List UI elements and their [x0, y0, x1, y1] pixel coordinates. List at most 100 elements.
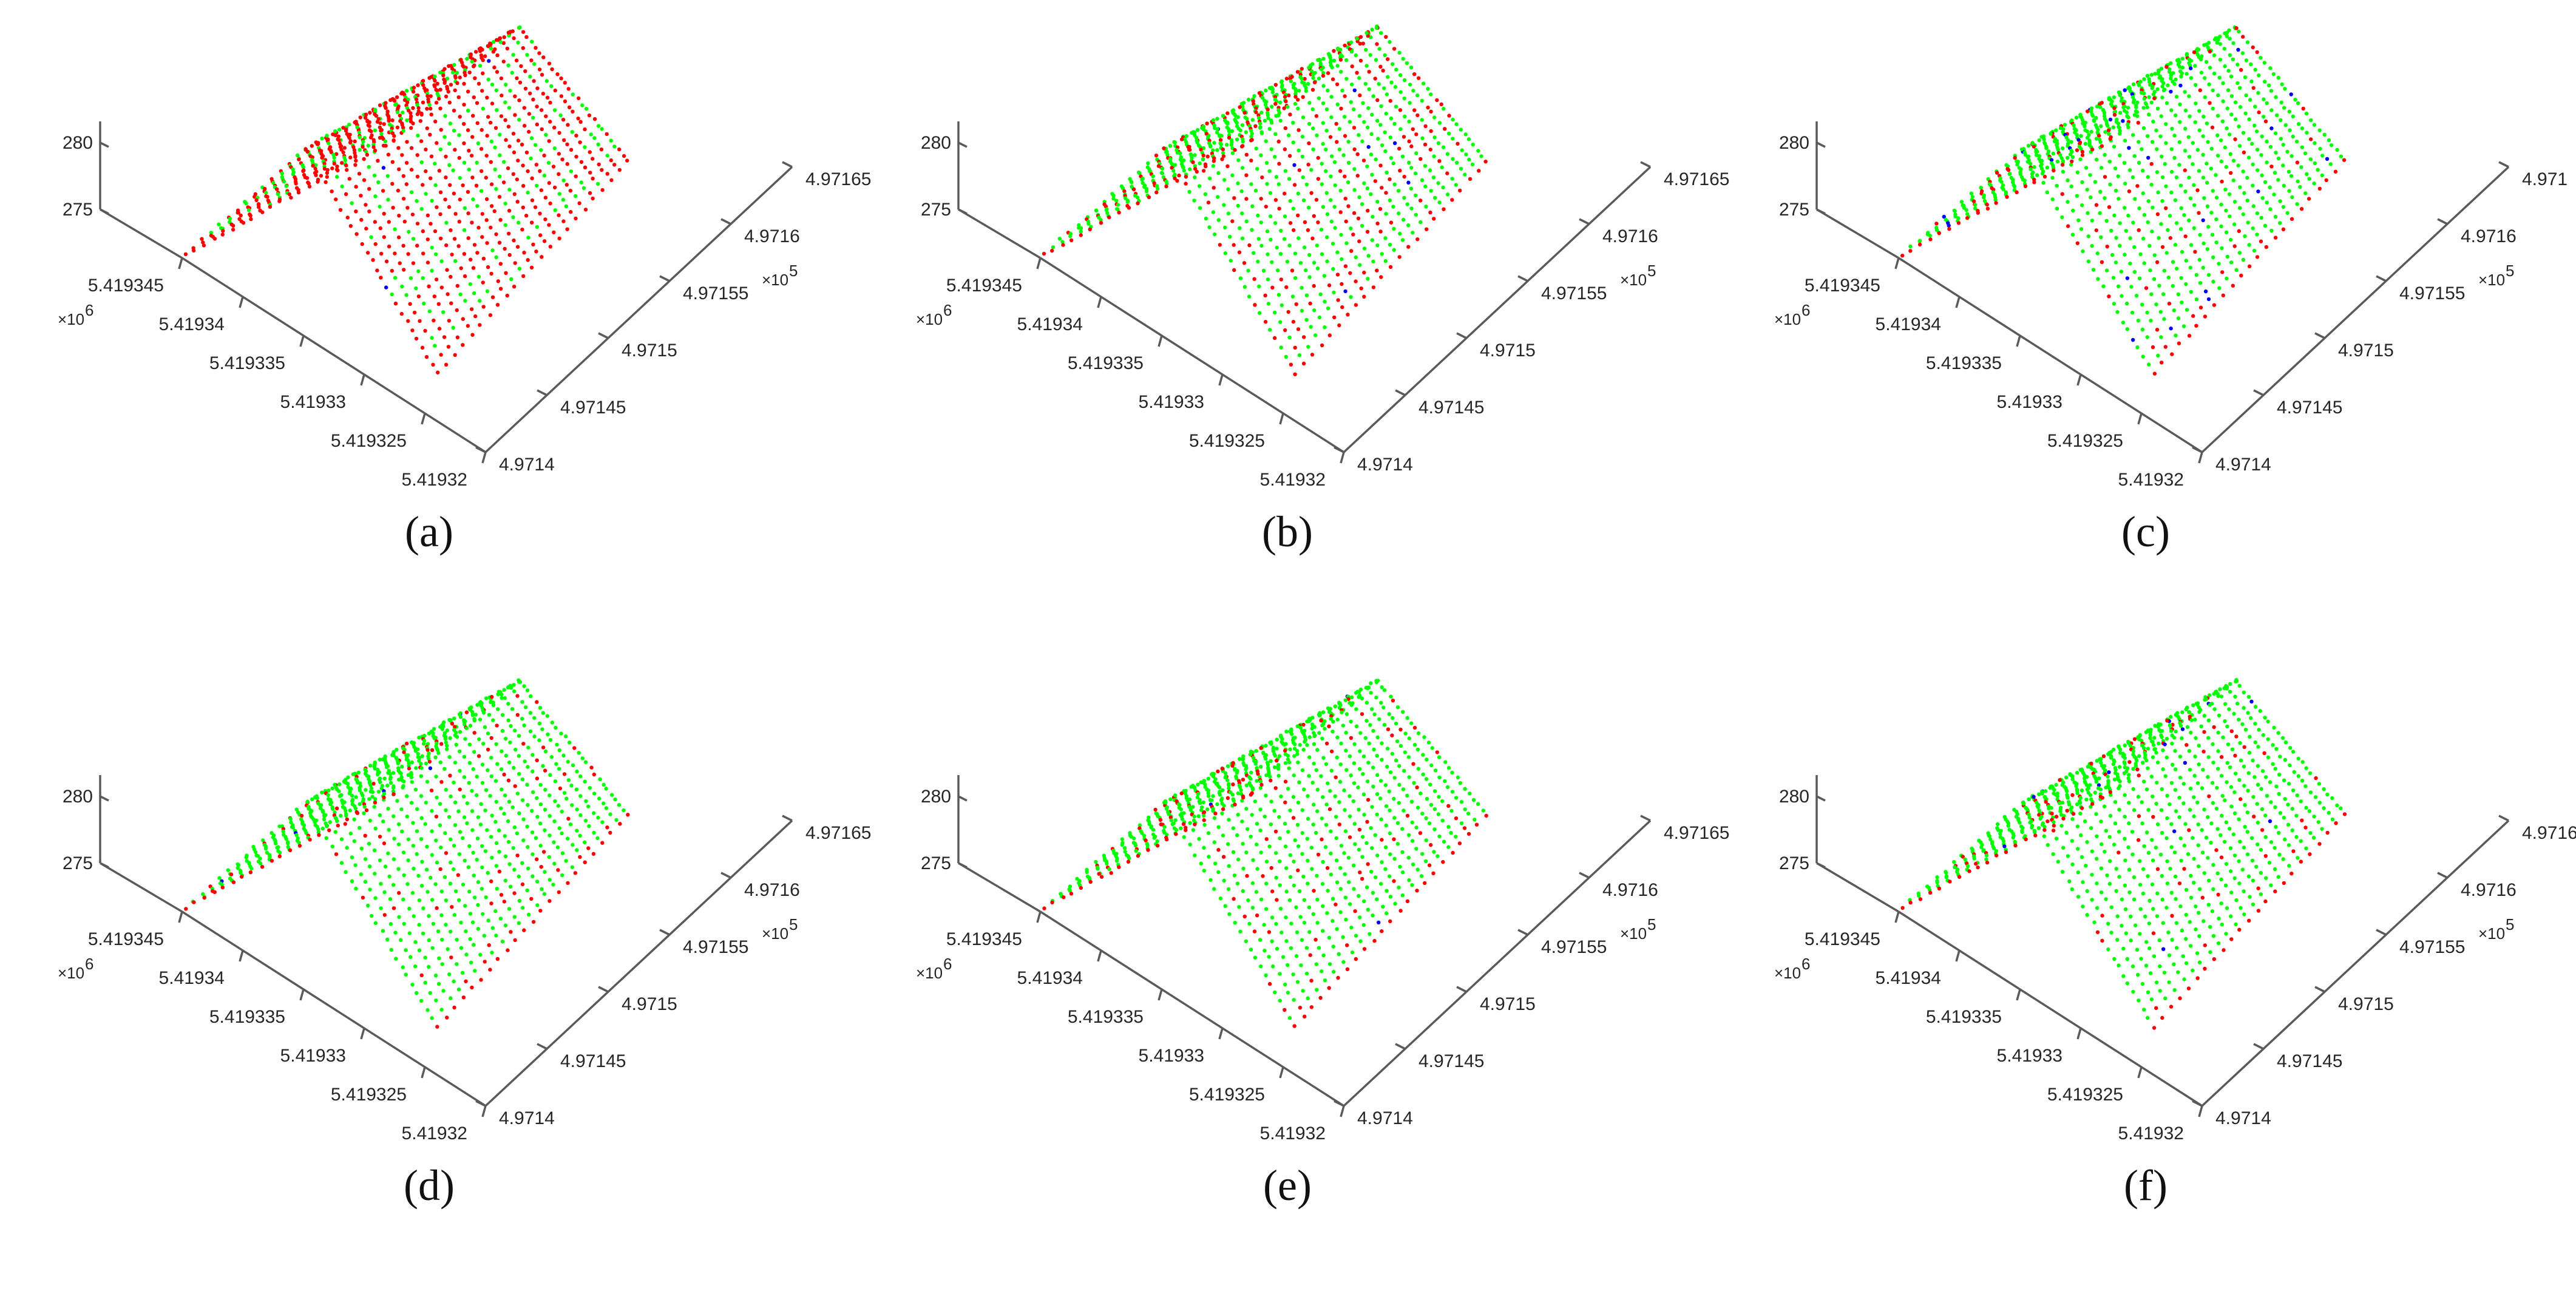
cloud-point: [2042, 174, 2047, 179]
cloud-point: [2045, 165, 2050, 170]
cloud-point: [201, 240, 205, 245]
cloud-point: [526, 912, 531, 917]
cloud-point: [1464, 152, 1468, 157]
cloud-point: [555, 845, 560, 850]
cloud-point: [1397, 886, 1401, 890]
cloud-point: [483, 808, 487, 813]
cloud-point: [1170, 166, 1174, 170]
cloud-point: [1160, 166, 1165, 171]
cloud-point: [538, 783, 543, 787]
cloud-point: [503, 118, 507, 123]
cloud-point: [503, 878, 507, 883]
cloud-point: [1315, 787, 1320, 792]
cloud-point: [2132, 269, 2137, 274]
cloud-point: [404, 948, 408, 952]
cloud-point: [2151, 205, 2155, 210]
cloud-point: [1256, 237, 1261, 241]
cloud-point: [2210, 232, 2215, 237]
cloud-point: [401, 110, 405, 115]
cloud-point: [1383, 867, 1388, 871]
cloud-point: [2224, 208, 2228, 213]
cloud-point: [364, 788, 368, 792]
cloud-point: [450, 905, 454, 909]
cloud-point: [1298, 1006, 1303, 1010]
cloud-point: [1263, 103, 1268, 107]
cloud-point: [530, 115, 535, 120]
y-tick-mark: [2137, 413, 2143, 425]
cloud-point: [1991, 188, 1996, 192]
cloud-point: [2123, 88, 2127, 92]
cloud-point: [2006, 168, 2011, 172]
cloud-point: [404, 293, 408, 297]
cloud-point: [363, 115, 368, 120]
cloud-point: [1341, 723, 1345, 728]
cloud-point: [401, 746, 405, 750]
cloud-point: [2169, 169, 2174, 174]
cloud-point: [2299, 207, 2304, 211]
cloud-point: [609, 178, 614, 182]
cloud-point: [1312, 742, 1317, 747]
cloud-point: [269, 831, 274, 835]
cloud-point: [1274, 175, 1279, 179]
cloud-point: [2250, 141, 2254, 146]
cloud-point: [500, 93, 504, 98]
cloud-point: [419, 139, 424, 143]
cloud-point: [458, 830, 463, 834]
cloud-point: [1062, 895, 1066, 900]
cloud-point: [2218, 42, 2222, 46]
z-tick-mark: [100, 795, 109, 802]
cloud-point: [254, 850, 258, 855]
cloud-point: [583, 127, 587, 132]
cloud-point: [433, 78, 437, 83]
cloud-point: [1283, 982, 1287, 987]
cloud-point: [2049, 132, 2053, 136]
x-tick-mark: [659, 275, 670, 282]
cloud-point: [379, 129, 383, 133]
cloud-point: [564, 859, 568, 863]
cloud-point: [2253, 67, 2257, 72]
cloud-point: [348, 808, 352, 813]
cloud-point: [1297, 168, 1301, 172]
cloud-point: [389, 947, 393, 952]
cloud-point: [275, 845, 279, 850]
cloud-point: [1213, 861, 1218, 866]
cloud-point: [1272, 310, 1277, 315]
cloud-point: [489, 901, 493, 906]
cloud-point: [2083, 141, 2087, 146]
cloud-point: [424, 354, 429, 359]
cloud-point: [1279, 345, 1283, 350]
cloud-point: [1293, 838, 1297, 842]
z-tick-label: 280: [921, 133, 951, 153]
cloud-point: [313, 166, 317, 171]
cloud-point: [2223, 145, 2227, 150]
cloud-point: [433, 252, 438, 257]
cloud-point: [525, 53, 529, 57]
x-tick-mark: [2314, 332, 2325, 339]
cloud-point: [1360, 202, 1364, 206]
cloud-point: [520, 882, 525, 887]
cloud-point: [2164, 141, 2168, 145]
cloud-point: [528, 74, 532, 79]
cloud-point: [575, 848, 579, 852]
cloud-point: [1227, 864, 1231, 869]
cloud-point: [1367, 70, 1371, 74]
cloud-point: [1314, 198, 1319, 202]
cloud-point: [340, 161, 344, 165]
cloud-point: [397, 915, 401, 919]
cloud-point: [2131, 82, 2136, 87]
cloud-point: [183, 252, 188, 256]
cloud-point: [1407, 120, 1411, 124]
cloud-point: [2032, 144, 2036, 149]
cloud-point: [1220, 157, 1224, 161]
cloud-point: [1252, 929, 1257, 934]
cloud-point: [2251, 226, 2255, 231]
cloud-point: [2242, 191, 2246, 195]
cloud-point: [622, 808, 626, 813]
cloud-point: [373, 761, 377, 765]
cloud-point: [535, 700, 539, 704]
cloud-point: [497, 850, 501, 854]
cloud-point: [284, 836, 288, 841]
cloud-point: [486, 918, 490, 923]
cloud-point: [2032, 180, 2036, 185]
cloud-point: [2231, 41, 2235, 46]
